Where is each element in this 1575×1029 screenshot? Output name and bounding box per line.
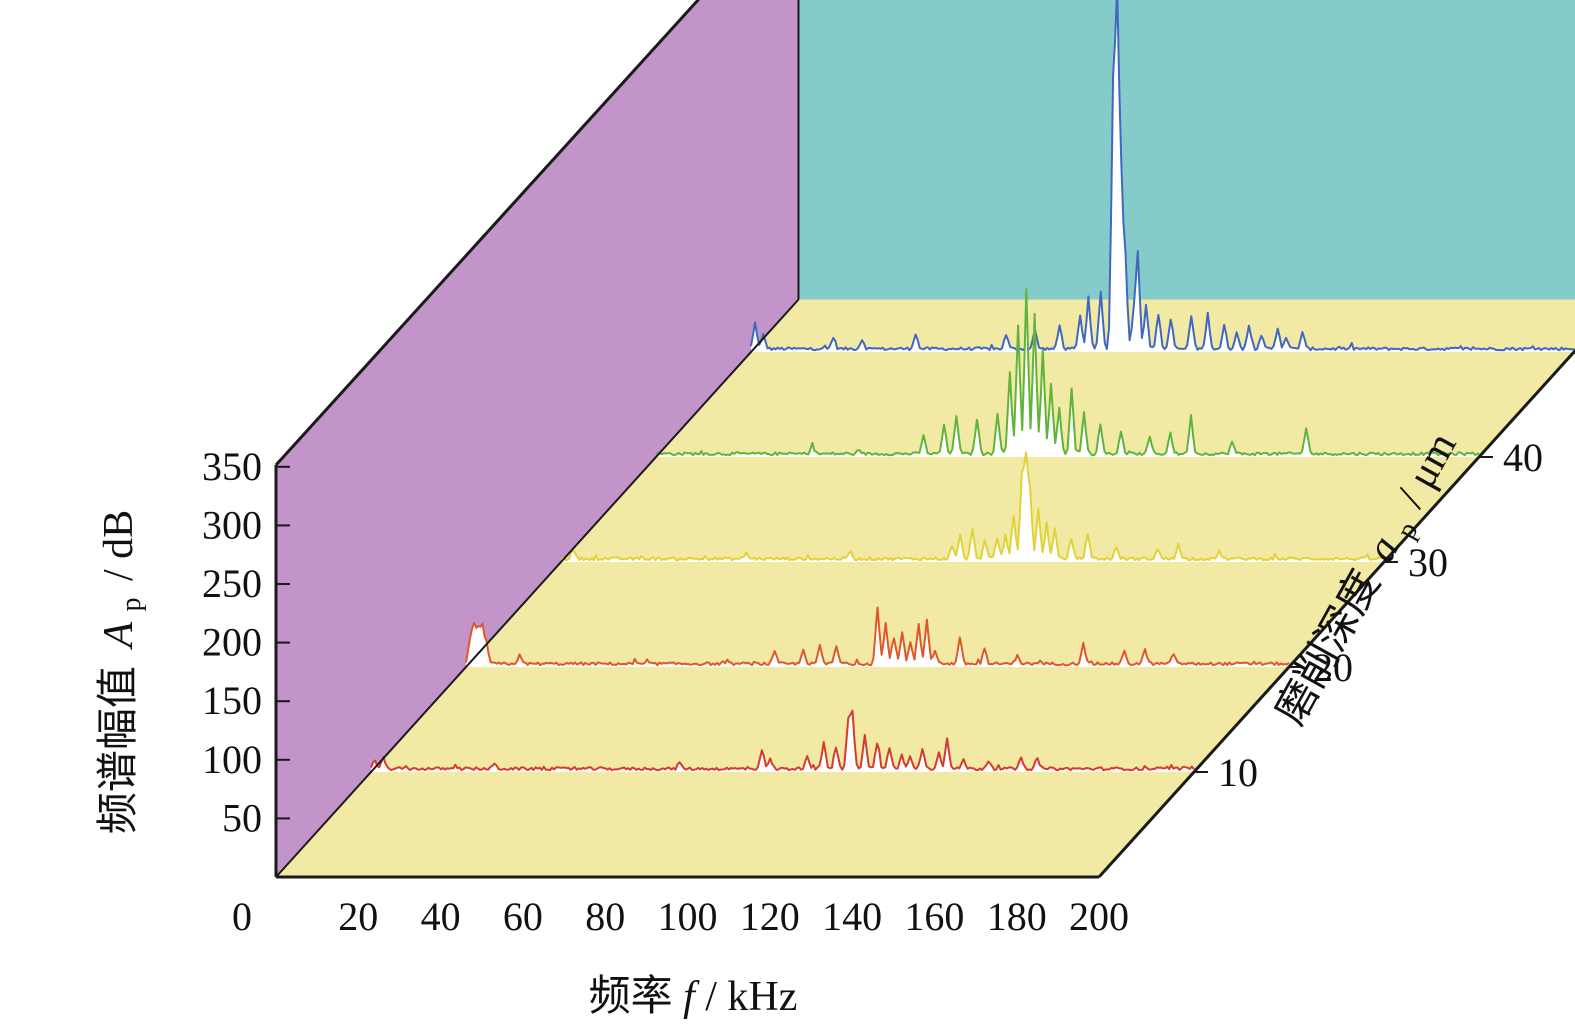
left-wall-floor-edge [275, 298, 800, 878]
x-tick-label: 200 [1069, 894, 1129, 939]
back-wall [798, 0, 1575, 300]
x-tick-label: 160 [904, 894, 964, 939]
series-line-20 [465, 606, 1290, 667]
axis-frame [274, 0, 1575, 879]
y-tick-label: 100 [202, 737, 262, 782]
x-tick-label: 180 [987, 894, 1047, 939]
series-fill-20 [466, 607, 1289, 667]
floor-plane [276, 299, 1575, 877]
y-axis-title: 频谱幅值 A p / dB [96, 510, 150, 834]
series-layer [370, 0, 1575, 772]
y-tick-label: 350 [202, 444, 262, 489]
series-fill-30 [561, 452, 1384, 562]
x-tick-label: 120 [740, 894, 800, 939]
y-tick-label: 200 [202, 620, 262, 665]
y-tick-label: 50 [222, 795, 262, 840]
z-tick-labels: 10 20 30 40 50 [1218, 435, 1543, 795]
x-tick-label: 40 [421, 894, 461, 939]
y-tick-label: 300 [202, 502, 262, 547]
x-tick-label: 0 [232, 894, 252, 939]
series-line-40 [655, 288, 1480, 457]
y-tick-labels: 50 100 150 200 250 300 350 [202, 444, 262, 841]
z-tick-label: 30 [1408, 540, 1448, 585]
x-tick-label: 20 [338, 894, 378, 939]
z-tick-label: 10 [1218, 750, 1258, 795]
x-tick-label: 80 [585, 894, 625, 939]
left-wall [276, 0, 799, 877]
z-tick-label: 40 [1503, 435, 1543, 480]
series-line-10 [370, 709, 1195, 772]
left-wall-top-edge [274, 0, 701, 467]
series-line-30 [560, 451, 1385, 562]
y-tick-label: 250 [202, 561, 262, 606]
y-tick-label: 150 [202, 678, 262, 723]
x-axis-title: 频率 f / kHz [589, 973, 798, 1020]
z-tick-label: 20 [1313, 645, 1353, 690]
series-line-50 [750, 0, 1575, 352]
x-tick-labels: 0 20 40 60 80 100 120 140 160 180 200 [232, 894, 1129, 939]
x-tick-label: 100 [658, 894, 718, 939]
z-axis-line [1097, 348, 1575, 879]
x-tick-label: 60 [503, 894, 543, 939]
x-tick-label: 140 [822, 894, 882, 939]
